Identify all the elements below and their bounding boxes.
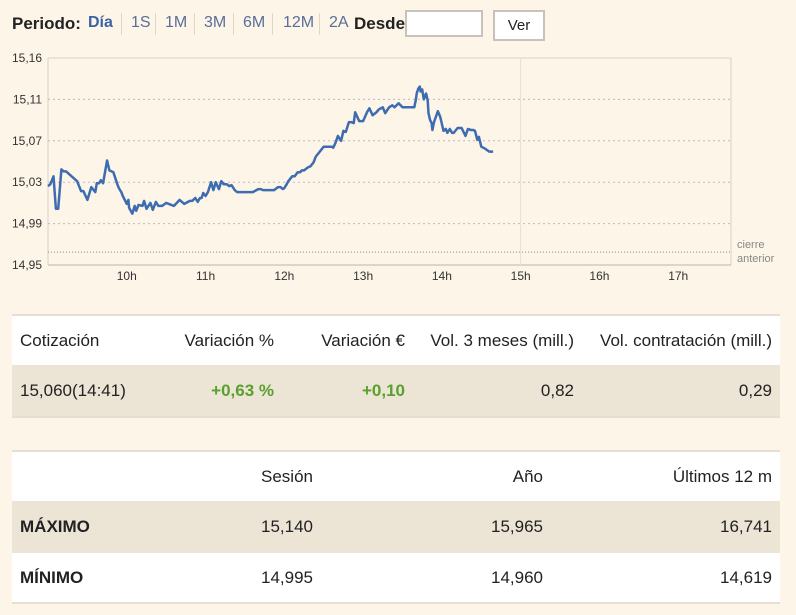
period-selector: Periodo: Día 1S 1M 3M 6M 12M 2A Desde Ve… [0,0,796,48]
chart-series [47,85,494,215]
vol-3-meses-value: 0,82 [413,365,582,418]
header-sesion: Sesión [184,450,321,501]
maximo-label: MÁXIMO [12,501,184,553]
chart-axes: 15,16 15,11 15,07 15,03 14,99 14,95 10h 11h 12h 1… [12,51,688,283]
header-variacion-pct: Variación % [167,314,282,365]
variacion-pct-value: +0,63 % [167,365,282,418]
divider [155,13,156,35]
header-ultimos-12m: Últimos 12 m [551,450,780,501]
x-tick-label: 11h [196,269,215,283]
minimo-ano: 14,960 [321,553,551,604]
maximo-ano: 15,965 [321,501,551,553]
vol-contratacion-value: 0,29 [582,365,780,418]
period-option-1m[interactable]: 1M [165,14,188,31]
range-table-header: Sesión Año Últimos 12 m [12,450,780,501]
previous-close-label: anterior [737,253,775,265]
table-row: MÍNIMO 14,995 14,960 14,619 [12,553,780,604]
period-option-12m[interactable]: 12M [283,14,315,31]
chart-grid [47,57,732,266]
previous-close-reference: cierre anterior [48,239,775,265]
period-label: Periodo: [12,14,81,33]
y-tick-label: 15,03 [12,175,42,189]
header-vol-contratacion: Vol. contratación (mill.) [582,314,780,365]
price-series-line [47,85,494,215]
minimo-label: MÍNIMO [12,553,184,604]
x-tick-label: 13h [353,269,373,283]
minimo-sesion: 14,995 [184,553,321,604]
y-tick-label: 14,95 [12,258,42,272]
period-option-6m[interactable]: 6M [243,14,266,31]
y-tick-label: 14,99 [12,217,42,231]
table-row: 15,060(14:41) +0,63 % +0,10 0,82 0,29 [12,365,780,418]
minimo-12m: 14,619 [551,553,780,604]
y-tick-label: 15,16 [12,51,42,65]
maximo-12m: 16,741 [551,501,780,553]
previous-close-label: cierre [737,239,765,251]
quote-table: Cotización Variación % Variación € Vol. … [12,314,780,418]
period-option-3m[interactable]: 3M [204,14,227,31]
divider [233,13,234,35]
x-tick-label: 12h [274,269,294,283]
cotizacion-value: 15,060(14:41) [12,365,167,418]
header-ano: Año [321,450,551,501]
header-cotizacion: Cotización [12,314,167,365]
period-option-1s[interactable]: 1S [131,14,151,31]
period-option-2a[interactable]: 2A [329,14,349,31]
divider [121,13,122,35]
divider [319,13,320,35]
ver-button[interactable]: Ver [493,10,545,41]
desde-date-input[interactable] [405,10,483,37]
x-tick-label: 16h [589,269,609,283]
header-empty [12,450,184,501]
range-table: Sesión Año Últimos 12 m MÁXIMO 15,140 15… [12,450,780,604]
variacion-eur-value: +0,10 [282,365,413,418]
header-vol-3-meses: Vol. 3 meses (mill.) [413,314,582,365]
header-variacion-eur: Variación € [282,314,413,365]
divider [272,13,273,35]
x-tick-label: 10h [117,269,137,283]
table-row: MÁXIMO 15,140 15,965 16,741 [12,501,780,553]
divider [194,13,195,35]
quote-table-header: Cotización Variación % Variación € Vol. … [12,314,780,365]
y-tick-label: 15,11 [13,92,42,106]
x-tick-label: 15h [511,269,531,283]
period-option-day[interactable]: Día [88,14,113,31]
intraday-price-chart: cierre anterior 15,16 15,11 15,07 15,03 14,99… [12,51,775,283]
desde-label: Desde [354,14,406,33]
x-tick-label: 17h [668,269,688,283]
maximo-sesion: 15,140 [184,501,321,553]
x-tick-label: 14h [432,269,452,283]
y-tick-label: 15,07 [12,134,42,148]
